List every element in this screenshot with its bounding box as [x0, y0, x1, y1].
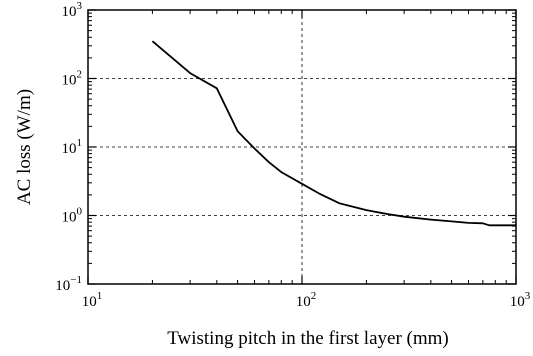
y-tick-label: 100: [62, 206, 83, 226]
y-tick-label: 101: [62, 137, 83, 157]
x-tick-labels: 101 102 103: [82, 290, 531, 310]
series-layer: [151, 40, 516, 227]
x-tick-label: 103: [510, 290, 531, 310]
major-ticks: [87, 9, 517, 285]
series-line-0: [151, 40, 516, 227]
minor-ticks: [88, 10, 516, 284]
plot-frame: [87, 9, 517, 285]
x-axis-label: Twisting pitch in the first layer (mm): [167, 328, 449, 349]
y-tick-labels: 10−1 100 101 102 103: [55, 0, 82, 294]
y-axis-label: AC loss (W/m): [14, 89, 35, 205]
grid-lines: [88, 10, 516, 284]
y-tick-label: 103: [62, 0, 83, 20]
y-tick-label: 10−1: [55, 274, 82, 294]
x-tick-label: 102: [296, 290, 317, 310]
y-tick-label: 102: [62, 69, 83, 89]
x-tick-label: 101: [82, 290, 103, 310]
